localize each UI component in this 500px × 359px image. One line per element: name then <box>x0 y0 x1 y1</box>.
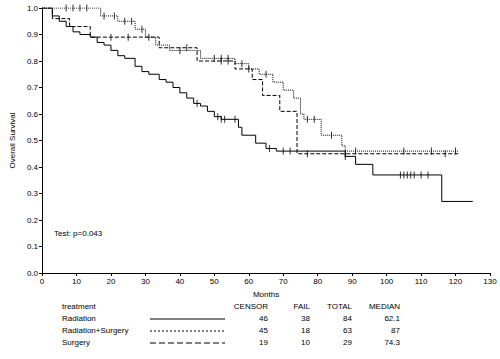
svg-text:30: 30 <box>141 277 150 286</box>
svg-text:1.0: 1.0 <box>27 4 39 13</box>
svg-text:Test: p=0.043: Test: p=0.043 <box>54 229 103 238</box>
svg-text:0.2: 0.2 <box>27 216 39 225</box>
svg-text:Months: Months <box>253 290 279 299</box>
svg-text:60: 60 <box>244 277 253 286</box>
svg-text:FAIL: FAIL <box>294 302 311 311</box>
svg-text:62.1: 62.1 <box>384 314 400 323</box>
svg-text:19: 19 <box>259 338 268 347</box>
svg-text:18: 18 <box>301 326 310 335</box>
svg-text:0.0: 0.0 <box>27 269 39 278</box>
svg-text:45: 45 <box>259 326 268 335</box>
svg-text:80: 80 <box>313 277 322 286</box>
svg-text:0: 0 <box>40 277 45 286</box>
svg-text:70: 70 <box>279 277 288 286</box>
svg-text:110: 110 <box>415 277 428 286</box>
svg-text:10: 10 <box>72 277 81 286</box>
svg-text:130: 130 <box>483 277 497 286</box>
svg-text:0.6: 0.6 <box>27 110 39 119</box>
svg-text:Overall Survival: Overall Survival <box>8 112 17 168</box>
svg-text:Radiation: Radiation <box>62 314 96 323</box>
svg-text:0.1: 0.1 <box>27 242 39 251</box>
svg-text:87: 87 <box>391 326 400 335</box>
svg-text:50: 50 <box>210 277 219 286</box>
svg-text:100: 100 <box>380 277 394 286</box>
svg-text:TOTAL: TOTAL <box>327 302 353 311</box>
svg-text:0.8: 0.8 <box>27 57 39 66</box>
svg-text:74.3: 74.3 <box>384 338 400 347</box>
svg-text:10: 10 <box>301 338 310 347</box>
svg-text:84: 84 <box>343 314 352 323</box>
svg-text:0.4: 0.4 <box>27 163 39 172</box>
svg-text:29: 29 <box>343 338 352 347</box>
svg-text:treatment: treatment <box>62 302 97 311</box>
svg-text:Radiation+Surgery: Radiation+Surgery <box>62 326 128 335</box>
svg-text:40: 40 <box>175 277 184 286</box>
svg-text:Surgery: Surgery <box>62 338 90 347</box>
svg-text:MEDIAN: MEDIAN <box>369 302 400 311</box>
svg-text:20: 20 <box>106 277 115 286</box>
svg-text:90: 90 <box>348 277 357 286</box>
svg-text:0.5: 0.5 <box>27 136 39 145</box>
svg-text:0.9: 0.9 <box>27 30 39 39</box>
svg-text:CENSOR: CENSOR <box>234 302 268 311</box>
svg-text:0.3: 0.3 <box>27 189 39 198</box>
svg-text:0.7: 0.7 <box>27 83 39 92</box>
svg-text:46: 46 <box>259 314 268 323</box>
svg-text:120: 120 <box>449 277 463 286</box>
svg-text:63: 63 <box>343 326 352 335</box>
svg-text:38: 38 <box>301 314 310 323</box>
